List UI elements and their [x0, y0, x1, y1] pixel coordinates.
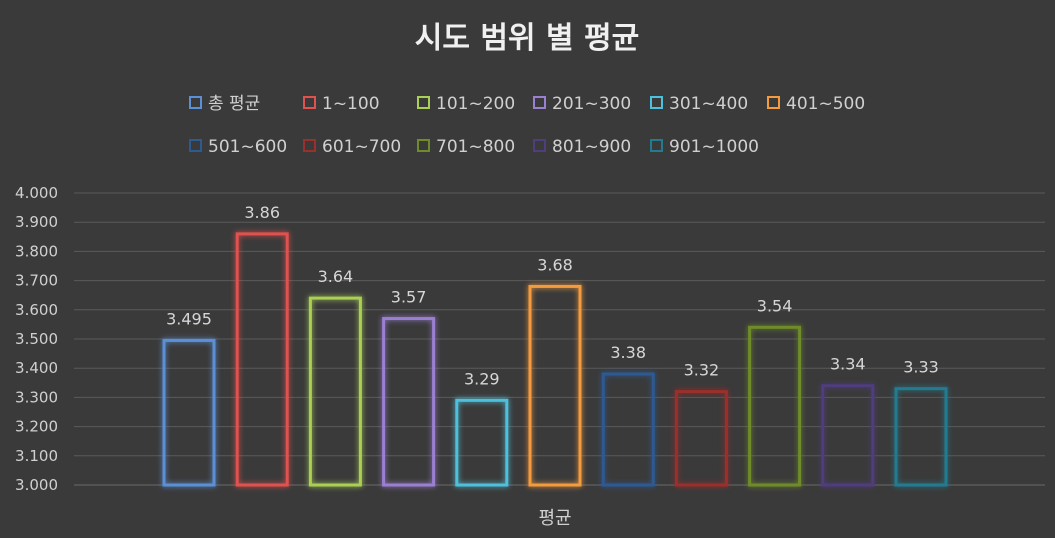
data-label: 3.86 [244, 203, 280, 222]
legend-swatch [189, 139, 202, 152]
y-tick-label: 3.000 [15, 476, 58, 494]
legend-swatch [533, 96, 546, 109]
y-axis: 3.000 3.100 3.200 3.300 3.400 3.500 3.600 3.700… [15, 184, 58, 494]
legend-swatch [650, 139, 663, 152]
bar-총 평균 [162, 338, 216, 487]
data-label: 3.495 [166, 309, 212, 328]
y-tick-label: 4.000 [15, 184, 58, 202]
legend-label: 901~1000 [669, 137, 759, 157]
data-label: 3.54 [757, 296, 793, 315]
bar-201~300 [382, 317, 436, 487]
bar-801~900 [821, 384, 875, 487]
legend-swatch [650, 96, 663, 109]
legend-label: 1~100 [322, 94, 380, 114]
legend-label: 201~300 [552, 94, 631, 114]
data-label: 3.68 [537, 255, 573, 274]
legend-swatch [533, 139, 546, 152]
data-label: 3.33 [903, 358, 939, 377]
bar-901~1000 [894, 387, 948, 487]
bar-101~200 [308, 296, 362, 487]
bar-1~100 [235, 232, 289, 487]
legend-label: 401~500 [786, 94, 865, 114]
legend-swatch [767, 96, 780, 109]
y-tick-label: 3.700 [15, 272, 58, 290]
y-tick-label: 3.800 [15, 242, 58, 260]
y-tick-label: 3.300 [15, 388, 58, 406]
bar-401~500 [528, 284, 582, 487]
legend-swatch [303, 139, 316, 152]
legend-label: 701~800 [436, 137, 515, 157]
y-tick-label: 3.600 [15, 301, 58, 319]
y-tick-label: 3.400 [15, 359, 58, 377]
legend-label: 801~900 [552, 137, 631, 157]
legend-swatch [189, 96, 202, 109]
y-tick-label: 3.100 [15, 447, 58, 465]
data-label: 3.34 [830, 355, 866, 374]
bar-601~700 [674, 390, 728, 487]
data-label: 3.32 [684, 361, 720, 380]
bar-501~600 [601, 372, 655, 487]
chart-title: 시도 범위 별 평균 [415, 21, 640, 56]
legend-label: 101~200 [436, 94, 515, 114]
bars [162, 232, 948, 487]
data-label: 3.64 [318, 267, 354, 286]
legend: 총 평균 1~100 101~200 201~300 301~400 401~500 501… [189, 94, 865, 157]
legend-label: 301~400 [669, 94, 748, 114]
y-tick-label: 3.200 [15, 418, 58, 436]
legend-swatch [417, 96, 430, 109]
y-tick-label: 3.900 [15, 213, 58, 231]
legend-label: 501~600 [208, 137, 287, 157]
legend-swatch [303, 96, 316, 109]
data-label: 3.57 [391, 288, 427, 307]
legend-swatch [417, 139, 430, 152]
bar-301~400 [455, 398, 509, 487]
data-labels: 3.495 3.86 3.64 3.57 3.29 3.68 3.38 3.32 3.54 3.3… [166, 203, 939, 388]
data-label: 3.38 [610, 343, 646, 362]
legend-label: 601~700 [322, 137, 401, 157]
gridlines [74, 192, 1045, 486]
legend-label: 총 평균 [208, 94, 260, 114]
bar-701~800 [748, 325, 802, 487]
y-tick-label: 3.500 [15, 330, 58, 348]
x-axis-label: 평균 [538, 508, 571, 529]
data-label: 3.29 [464, 369, 500, 388]
